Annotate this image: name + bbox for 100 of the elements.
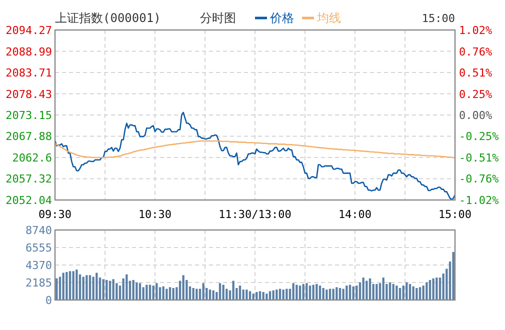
bar [92, 276, 94, 300]
bar [356, 286, 358, 300]
bar [432, 278, 434, 300]
legend-label: 价格 [269, 11, 294, 25]
bar [66, 272, 68, 300]
bar [166, 288, 168, 300]
bar [418, 287, 422, 300]
bar [296, 284, 298, 300]
bar [368, 278, 372, 300]
x-tick-label: 10:30 [138, 208, 172, 221]
bar [438, 278, 442, 300]
y2-tick-label: 1.02% [459, 24, 492, 37]
bar [436, 278, 438, 300]
y2-tick-label: -0.25% [459, 130, 500, 143]
bar [142, 287, 144, 300]
bar [168, 287, 172, 300]
bar [426, 282, 428, 300]
y-tick-label: 2073.15 [6, 109, 52, 122]
y-tick-label: 2057.32 [6, 172, 52, 186]
bar [318, 286, 322, 300]
chart-subtitle: 分时图 [200, 11, 236, 25]
y-tick-label: 2067.88 [6, 130, 52, 144]
bar [126, 274, 128, 300]
bar [96, 272, 98, 300]
y-tick-label: 2185 [26, 276, 52, 290]
bar [238, 286, 242, 300]
y-tick-label: 4370 [26, 259, 52, 272]
y-tick-label: 8740 [26, 224, 52, 237]
bar [316, 284, 318, 300]
bar [422, 286, 424, 300]
y-tick-label: 2094.27 [6, 24, 52, 37]
bar [362, 278, 364, 300]
bar [226, 288, 228, 300]
bar [336, 287, 338, 300]
y-tick-label: 6555 [26, 242, 52, 254]
y2-tick-label: 0.51% [459, 66, 492, 80]
bar [416, 288, 418, 300]
bar [86, 275, 88, 300]
text: 15:00 [422, 12, 455, 25]
y2-tick-label: -0.51% [459, 152, 500, 164]
bar [116, 283, 118, 300]
bar [102, 279, 104, 300]
bar [266, 294, 268, 300]
x-tick-label: 09:30 [38, 208, 72, 221]
bar [88, 275, 92, 300]
bar [156, 283, 158, 300]
y2-tick-label: 0.25% [459, 88, 492, 102]
bar [122, 278, 124, 300]
bar [146, 284, 148, 300]
legend-label: 均线 [316, 11, 341, 25]
bar [346, 286, 348, 300]
bar [306, 283, 308, 300]
bar [256, 292, 258, 300]
bar [276, 290, 278, 300]
bar [106, 280, 108, 300]
bar [298, 286, 302, 300]
y-tick-label: 2083.71 [6, 66, 52, 80]
bar [182, 275, 184, 300]
bar [68, 271, 72, 300]
x-tick-label: 14:00 [338, 208, 372, 221]
bar [292, 283, 294, 300]
bar [376, 284, 378, 300]
bar [286, 288, 288, 300]
bar [246, 290, 248, 300]
bar [138, 283, 142, 300]
bar [382, 278, 384, 300]
bar [402, 286, 404, 300]
chart-title: 上证指数(000001) [55, 11, 161, 25]
bar [76, 270, 78, 300]
x-tick-label: 11:30/13:00 [218, 208, 292, 221]
y-tick-label: 0 [45, 294, 52, 307]
bar [218, 283, 222, 300]
x-tick-label: 15:00 [438, 208, 472, 221]
bar [72, 271, 74, 300]
bar [136, 282, 138, 300]
bar [406, 282, 408, 300]
bar [152, 286, 154, 300]
y2-tick-label: -0.76% [459, 172, 500, 186]
bar [58, 276, 62, 300]
y-tick-label: 2052.04 [6, 194, 52, 207]
y-tick-label: 2088.99 [6, 45, 52, 58]
bar [428, 280, 432, 300]
bar [202, 283, 204, 300]
bar [308, 286, 312, 300]
bar [396, 286, 398, 300]
y-tick-label: 2078.43 [6, 88, 52, 101]
bar [326, 290, 328, 300]
bar [82, 276, 84, 300]
bar [452, 252, 454, 300]
bar [62, 272, 64, 300]
y2-tick-label: -1.02% [459, 194, 500, 207]
bar [366, 280, 368, 300]
y2-tick-label: 0.76% [459, 46, 492, 59]
bar [56, 278, 58, 300]
bar [112, 279, 114, 300]
bar [158, 287, 162, 300]
y-tick-label: 2062.6 [12, 151, 52, 164]
bar [132, 280, 134, 300]
bar [196, 288, 198, 300]
y2-tick-label: 0.00% [459, 109, 492, 122]
